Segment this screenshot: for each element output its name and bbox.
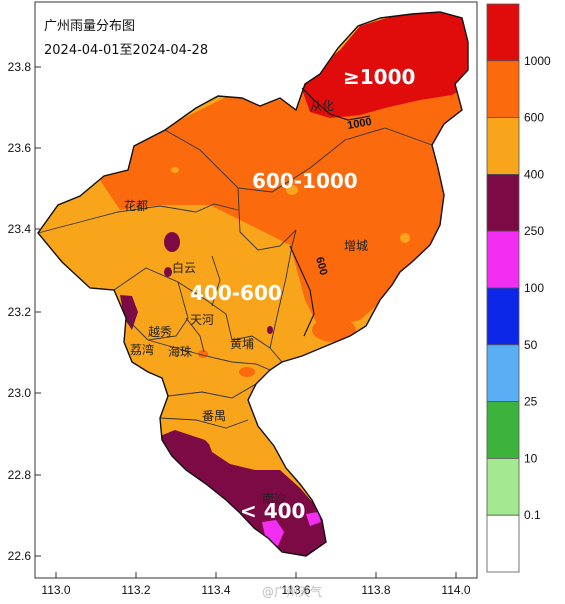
patch-h	[400, 233, 410, 243]
guangzhou-boundary	[37, 11, 469, 557]
date-range: 2024-04-01至2024-04-28	[44, 43, 208, 58]
legend-swatch	[486, 3, 520, 62]
legend-swatch	[486, 401, 520, 459]
x-tick-label: 113.4	[201, 583, 230, 597]
legend-label: 400	[524, 167, 544, 181]
district-label-haizhu: 海珠	[168, 344, 192, 359]
legend-swatch	[486, 60, 520, 118]
patch-c	[267, 326, 273, 334]
contour-lines	[289, 87, 371, 337]
y-tick-label: 23.0	[8, 386, 32, 400]
patch-g	[286, 185, 298, 195]
legend: 1000 600 400 250 100 50 25 10 0.1	[486, 3, 551, 573]
patch-b	[164, 267, 172, 277]
y-tick-label: 23.6	[8, 141, 32, 155]
x-axis-labels: 113.0 113.2 113.4 113.6 113.8 114.0	[41, 583, 470, 597]
x-tick-label: 113.2	[121, 583, 150, 597]
y-tick-label: 23.2	[8, 305, 32, 319]
zone-400-600-south	[205, 430, 280, 470]
y-tick-label: 22.6	[8, 549, 32, 563]
district-label-huangpu: 黄埔	[230, 337, 254, 351]
district-boundaries	[37, 127, 433, 429]
district-label-liwan: 荔湾	[130, 342, 154, 357]
patch-j	[171, 167, 179, 173]
zone-250-400	[150, 430, 330, 556]
range-label-600-1000: 600-1000	[252, 169, 358, 193]
legend-label: 1000	[524, 54, 551, 68]
legend-swatch	[486, 457, 520, 516]
legend-label: 0.1	[524, 508, 541, 522]
patch-i	[239, 228, 245, 236]
legend-swatch	[486, 344, 520, 402]
legend-swatch	[486, 117, 520, 175]
legend-label: 10	[524, 451, 538, 465]
legend-swatch	[486, 514, 520, 573]
x-tick-label: 113.0	[41, 583, 70, 597]
x-tick-label: 113.6	[281, 583, 310, 597]
district-label-panyu: 番禺	[202, 409, 226, 423]
zone-100-250-b	[306, 512, 321, 526]
axis-tick-marks	[35, 66, 457, 578]
y-axis-labels: 23.8 23.6 23.4 23.2 23.0 22.8 22.6	[8, 60, 32, 563]
x-tick-label: 114.0	[441, 583, 470, 597]
map-title: 广州雨量分布图	[44, 19, 135, 34]
range-label-over-1000: ≥1000	[343, 65, 415, 89]
y-tick-label: 22.8	[8, 468, 32, 482]
legend-label: 250	[524, 224, 544, 238]
district-label-zengcheng: 增城	[344, 239, 368, 253]
district-label-tianhe: 天河	[190, 313, 214, 327]
patch-e	[239, 367, 255, 377]
range-label-400-600: 400-600	[190, 281, 282, 305]
watermark: @广州天气	[262, 584, 322, 599]
legend-label: 600	[524, 111, 544, 125]
y-tick-label: 23.4	[8, 222, 32, 236]
legend-label: 100	[524, 281, 544, 295]
x-tick-label: 113.8	[361, 583, 390, 597]
district-label-huadu: 花都	[124, 198, 148, 213]
range-label-under-400: < 400	[240, 499, 305, 523]
district-label-baiyun: 白云	[172, 260, 196, 275]
y-tick-label: 23.8	[8, 60, 32, 74]
legend-label: 50	[524, 338, 538, 352]
patch-f	[312, 318, 356, 342]
zone-250-400-west	[120, 295, 138, 330]
district-label-nansha: 南沙	[262, 491, 286, 506]
zone-over-1000	[300, 12, 468, 118]
legend-swatch	[486, 230, 520, 289]
contour-label-1000: 1000	[346, 116, 372, 132]
district-label-yuexiu: 越秀	[148, 325, 172, 339]
legend-label: 25	[524, 395, 538, 409]
patch-a	[164, 232, 180, 252]
legend-swatch	[486, 287, 520, 346]
legend-swatch	[486, 173, 520, 232]
zone-600-1000	[100, 40, 468, 330]
district-label-conghua: 从化	[310, 99, 334, 113]
contour-label-600: 600	[313, 256, 329, 277]
